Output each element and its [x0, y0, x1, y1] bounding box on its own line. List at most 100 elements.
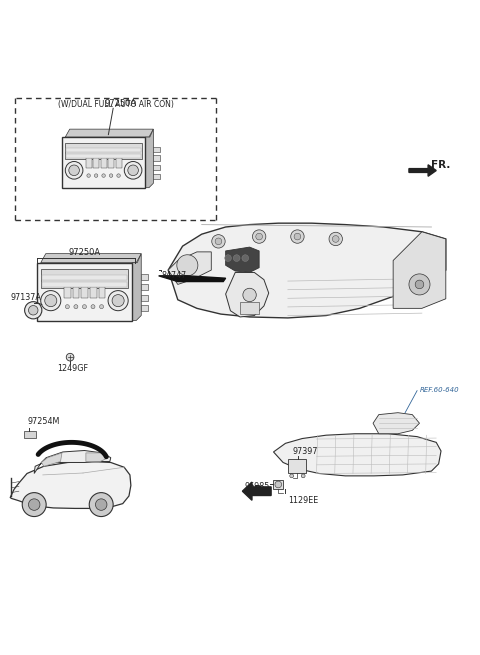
Circle shape: [294, 233, 301, 240]
Circle shape: [95, 174, 98, 178]
Bar: [90, 287, 96, 297]
Bar: [66, 148, 141, 152]
Circle shape: [108, 291, 128, 310]
Text: 96985: 96985: [244, 482, 270, 491]
Circle shape: [69, 165, 79, 176]
Polygon shape: [10, 462, 131, 508]
Bar: [141, 305, 148, 310]
Circle shape: [242, 255, 249, 261]
Polygon shape: [274, 434, 441, 476]
Polygon shape: [41, 253, 141, 263]
Polygon shape: [168, 223, 446, 318]
Polygon shape: [226, 272, 269, 317]
Bar: [94, 158, 99, 168]
Polygon shape: [393, 232, 446, 309]
Text: 97250A: 97250A: [104, 100, 136, 108]
Circle shape: [290, 474, 294, 477]
Circle shape: [89, 493, 113, 517]
Bar: [86, 158, 92, 168]
Circle shape: [66, 353, 74, 361]
Bar: [98, 287, 105, 297]
Polygon shape: [158, 276, 226, 282]
Bar: [101, 158, 107, 168]
Bar: [24, 431, 36, 438]
Circle shape: [233, 255, 240, 261]
Circle shape: [87, 174, 90, 178]
Bar: [153, 147, 159, 152]
Text: FR.: FR.: [247, 485, 266, 495]
Circle shape: [124, 162, 142, 179]
Circle shape: [128, 165, 138, 176]
Bar: [141, 284, 148, 290]
Circle shape: [225, 255, 231, 261]
Circle shape: [65, 305, 70, 309]
Circle shape: [65, 162, 83, 179]
Polygon shape: [242, 482, 271, 500]
Text: 1249GF: 1249GF: [57, 364, 88, 373]
Circle shape: [177, 255, 198, 276]
Circle shape: [28, 499, 40, 510]
Circle shape: [112, 295, 124, 307]
Circle shape: [409, 274, 430, 295]
Text: 84747: 84747: [161, 271, 186, 280]
Bar: [108, 158, 114, 168]
Circle shape: [91, 305, 95, 309]
Circle shape: [83, 305, 86, 309]
FancyBboxPatch shape: [36, 263, 132, 320]
Bar: [153, 165, 159, 170]
Polygon shape: [41, 453, 62, 466]
Text: 1129EE: 1129EE: [288, 496, 318, 505]
Bar: [141, 295, 148, 301]
FancyBboxPatch shape: [62, 137, 145, 188]
Bar: [240, 302, 259, 314]
Bar: [82, 287, 88, 297]
Text: 97397: 97397: [293, 447, 318, 456]
Text: 97254M: 97254M: [27, 417, 60, 426]
Bar: [66, 153, 141, 158]
Bar: [288, 459, 306, 474]
Circle shape: [74, 305, 78, 309]
Text: REF.60-640: REF.60-640: [420, 386, 459, 393]
Bar: [153, 174, 159, 179]
Polygon shape: [409, 165, 436, 176]
Circle shape: [102, 174, 105, 178]
Bar: [73, 287, 79, 297]
Polygon shape: [145, 129, 153, 188]
Circle shape: [24, 302, 42, 319]
Circle shape: [96, 499, 107, 510]
Bar: [65, 143, 142, 159]
Polygon shape: [86, 453, 108, 462]
Circle shape: [212, 234, 225, 248]
Bar: [116, 158, 121, 168]
Text: 97250A: 97250A: [68, 248, 100, 257]
Circle shape: [28, 305, 38, 315]
Circle shape: [252, 230, 266, 243]
Polygon shape: [168, 252, 211, 284]
Polygon shape: [373, 413, 420, 434]
Bar: [64, 287, 71, 297]
Circle shape: [41, 291, 61, 310]
Circle shape: [415, 280, 424, 289]
Circle shape: [109, 174, 113, 178]
Circle shape: [301, 474, 305, 477]
Bar: [42, 275, 127, 280]
Text: FR.: FR.: [432, 160, 451, 170]
Bar: [273, 479, 283, 489]
Circle shape: [215, 238, 222, 245]
Circle shape: [45, 295, 57, 307]
Text: 97137A: 97137A: [10, 293, 41, 303]
Polygon shape: [226, 247, 259, 272]
Bar: [153, 155, 159, 160]
Polygon shape: [65, 129, 153, 137]
Circle shape: [99, 305, 104, 309]
Circle shape: [329, 233, 342, 246]
Bar: [41, 269, 128, 288]
Circle shape: [291, 230, 304, 243]
Circle shape: [243, 288, 256, 302]
Circle shape: [332, 236, 339, 242]
Bar: [42, 282, 127, 287]
Polygon shape: [132, 253, 141, 320]
Circle shape: [275, 481, 282, 488]
Circle shape: [256, 233, 263, 240]
Bar: [141, 274, 148, 280]
